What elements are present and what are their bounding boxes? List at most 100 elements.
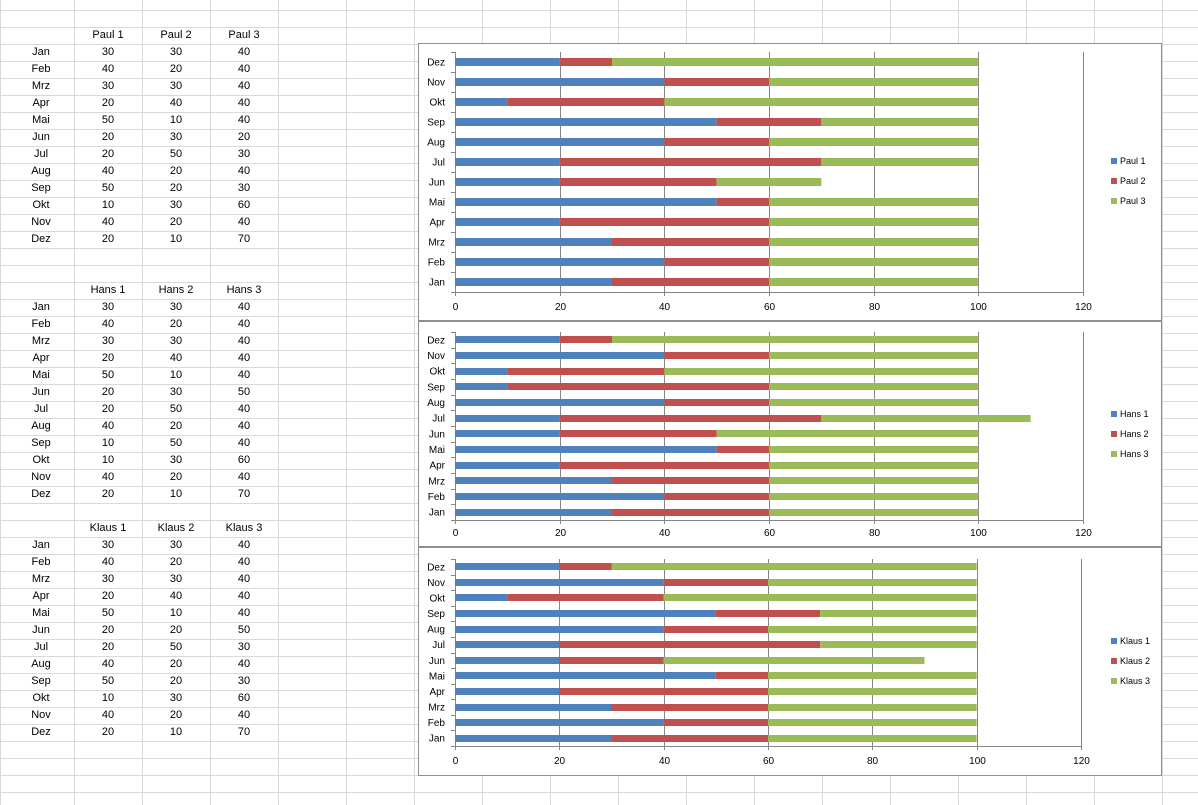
month-cell[interactable]: Nov — [31, 709, 51, 721]
bar-segment[interactable] — [664, 138, 769, 146]
bar-segment[interactable] — [663, 626, 768, 633]
value-cell[interactable]: 40 — [237, 403, 251, 415]
bar-segment[interactable] — [821, 118, 979, 126]
value-cell[interactable]: 10 — [169, 726, 183, 738]
value-cell[interactable]: 20 — [169, 556, 183, 568]
bar-segment[interactable] — [768, 719, 977, 726]
chart-legend[interactable]: Hans 1 Hans 2 Hans 3 — [1111, 408, 1159, 468]
value-cell[interactable]: 20 — [101, 386, 115, 398]
value-cell[interactable]: 50 — [101, 607, 115, 619]
value-cell[interactable]: 40 — [101, 63, 115, 75]
bar-segment[interactable] — [455, 178, 560, 186]
value-cell[interactable]: 10 — [101, 692, 115, 704]
value-cell[interactable]: 40 — [101, 216, 115, 228]
value-cell[interactable]: 10 — [169, 114, 183, 126]
header-cell[interactable]: Paul 1 — [92, 29, 124, 41]
value-cell[interactable]: 30 — [169, 573, 183, 585]
bar-segment[interactable] — [663, 657, 925, 664]
bar-segment[interactable] — [507, 98, 665, 106]
bar-segment[interactable] — [612, 336, 979, 343]
bar-segment[interactable] — [455, 735, 612, 742]
month-cell[interactable]: Mrz — [31, 80, 51, 92]
bar-segment[interactable] — [821, 158, 979, 166]
value-cell[interactable]: 20 — [101, 233, 115, 245]
bar-segment[interactable] — [769, 198, 979, 206]
bar-segment[interactable] — [455, 477, 612, 484]
bar-segment[interactable] — [769, 477, 979, 484]
value-cell[interactable]: 40 — [101, 471, 115, 483]
bar-segment[interactable] — [769, 383, 979, 390]
value-cell[interactable]: 20 — [169, 182, 183, 194]
bar-segment[interactable] — [769, 493, 979, 500]
month-cell[interactable]: Feb — [31, 556, 51, 568]
bar-segment[interactable] — [455, 336, 560, 343]
value-cell[interactable]: 40 — [101, 709, 115, 721]
bar-segment[interactable] — [455, 579, 664, 586]
value-cell[interactable]: 30 — [237, 675, 251, 687]
value-cell[interactable]: 40 — [237, 46, 251, 58]
value-cell[interactable]: 70 — [237, 726, 251, 738]
value-cell[interactable]: 20 — [237, 131, 251, 143]
value-cell[interactable]: 40 — [237, 114, 251, 126]
month-cell[interactable]: Jun — [32, 386, 50, 398]
value-cell[interactable]: 40 — [237, 709, 251, 721]
bar-segment[interactable] — [663, 719, 768, 726]
bar-segment[interactable] — [455, 493, 665, 500]
value-cell[interactable]: 30 — [169, 131, 183, 143]
value-cell[interactable]: 40 — [101, 658, 115, 670]
value-cell[interactable]: 30 — [237, 148, 251, 160]
value-cell[interactable]: 40 — [237, 335, 251, 347]
value-cell[interactable]: 40 — [237, 165, 251, 177]
bar-segment[interactable] — [768, 672, 977, 679]
header-cell[interactable]: Hans 2 — [158, 284, 194, 296]
bar-segment[interactable] — [455, 78, 665, 86]
bar-segment[interactable] — [821, 415, 1031, 422]
bar-segment[interactable] — [716, 446, 769, 453]
header-cell[interactable]: Hans 1 — [90, 284, 126, 296]
value-cell[interactable]: 20 — [169, 165, 183, 177]
bar-segment[interactable] — [455, 446, 717, 453]
bar-segment[interactable] — [769, 509, 979, 516]
bar-segment[interactable] — [769, 462, 979, 469]
bar-segment[interactable] — [559, 218, 769, 226]
bar-segment[interactable] — [559, 688, 768, 695]
value-cell[interactable]: 30 — [101, 335, 115, 347]
bar-segment[interactable] — [559, 178, 717, 186]
value-cell[interactable]: 20 — [169, 420, 183, 432]
month-cell[interactable]: Apr — [32, 590, 50, 602]
month-cell[interactable]: Sep — [31, 437, 51, 449]
bar-segment[interactable] — [455, 238, 612, 246]
bar-segment[interactable] — [611, 704, 769, 711]
bar-segment[interactable] — [455, 138, 665, 146]
header-cell[interactable]: Hans 3 — [226, 284, 262, 296]
value-cell[interactable]: 20 — [101, 590, 115, 602]
month-cell[interactable]: Okt — [32, 454, 50, 466]
bar-segment[interactable] — [769, 238, 979, 246]
value-cell[interactable]: 40 — [237, 437, 251, 449]
bar-segment[interactable] — [612, 477, 769, 484]
header-cell[interactable]: Paul 3 — [228, 29, 260, 41]
bar-segment[interactable] — [769, 399, 979, 406]
month-cell[interactable]: Aug — [31, 658, 51, 670]
chart-paul[interactable]: 0 20 40 60 80 100 120 Jan Feb Mrz Apr Mai Jun Jul Aug S… — [418, 43, 1162, 321]
value-cell[interactable]: 40 — [237, 590, 251, 602]
month-cell[interactable]: Mai — [32, 369, 50, 381]
value-cell[interactable]: 40 — [101, 318, 115, 330]
month-cell[interactable]: Jul — [33, 641, 49, 653]
value-cell[interactable]: 20 — [101, 97, 115, 109]
value-cell[interactable]: 20 — [169, 624, 183, 636]
value-cell[interactable]: 50 — [237, 386, 251, 398]
bar-segment[interactable] — [559, 641, 821, 648]
value-cell[interactable]: 20 — [101, 726, 115, 738]
value-cell[interactable]: 40 — [237, 63, 251, 75]
bar-segment[interactable] — [664, 258, 769, 266]
bar-segment[interactable] — [715, 672, 768, 679]
bar-segment[interactable] — [455, 58, 560, 66]
bar-segment[interactable] — [769, 258, 979, 266]
bar-segment[interactable] — [559, 58, 612, 66]
value-cell[interactable]: 20 — [169, 471, 183, 483]
value-cell[interactable]: 30 — [169, 199, 183, 211]
value-cell[interactable]: 40 — [237, 369, 251, 381]
value-cell[interactable]: 30 — [101, 80, 115, 92]
value-cell[interactable]: 40 — [237, 471, 251, 483]
